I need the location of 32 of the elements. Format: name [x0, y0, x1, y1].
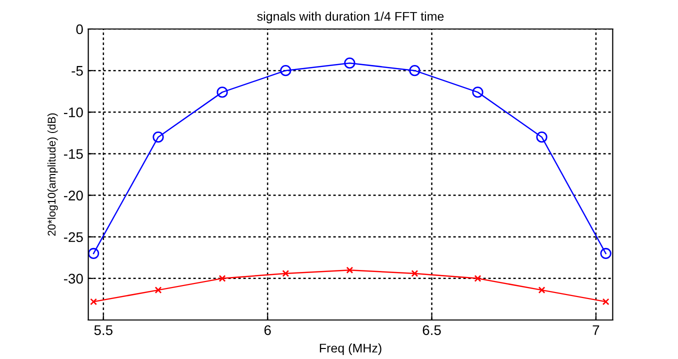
point	[602, 298, 610, 306]
point	[90, 298, 98, 306]
point	[472, 86, 484, 98]
point	[346, 266, 354, 274]
y-tick-label: -30	[64, 274, 83, 284]
x-axis-title: Freq (MHz)	[320, 343, 382, 356]
point	[88, 248, 100, 260]
x-tick-label: 7	[592, 325, 600, 335]
point	[152, 132, 164, 143]
chart-title: signals with duration 1/4 FFT time	[257, 12, 444, 24]
point	[280, 65, 292, 76]
x-tick-label: 6	[264, 325, 271, 336]
point	[216, 86, 228, 98]
point	[474, 274, 482, 282]
point	[536, 132, 548, 143]
y-tick-label: -25	[64, 232, 83, 242]
y-tick-label: -10	[64, 107, 83, 118]
y-tick-label: -15	[64, 149, 83, 159]
y-tick-label: 0	[76, 24, 83, 34]
point	[344, 58, 356, 69]
point	[600, 248, 612, 260]
point	[154, 286, 162, 294]
point	[282, 270, 290, 277]
point	[218, 274, 226, 282]
x-tick-label: 6.5	[422, 325, 441, 336]
y-tick-label: -5	[72, 66, 83, 76]
point	[409, 65, 420, 76]
point	[538, 286, 546, 294]
y-tick-label: -20	[64, 190, 83, 200]
x-tick-label: 5.5	[94, 325, 112, 336]
y-axis-title: 20*log10(amplitude) (dB)	[47, 113, 58, 236]
point	[411, 270, 418, 277]
